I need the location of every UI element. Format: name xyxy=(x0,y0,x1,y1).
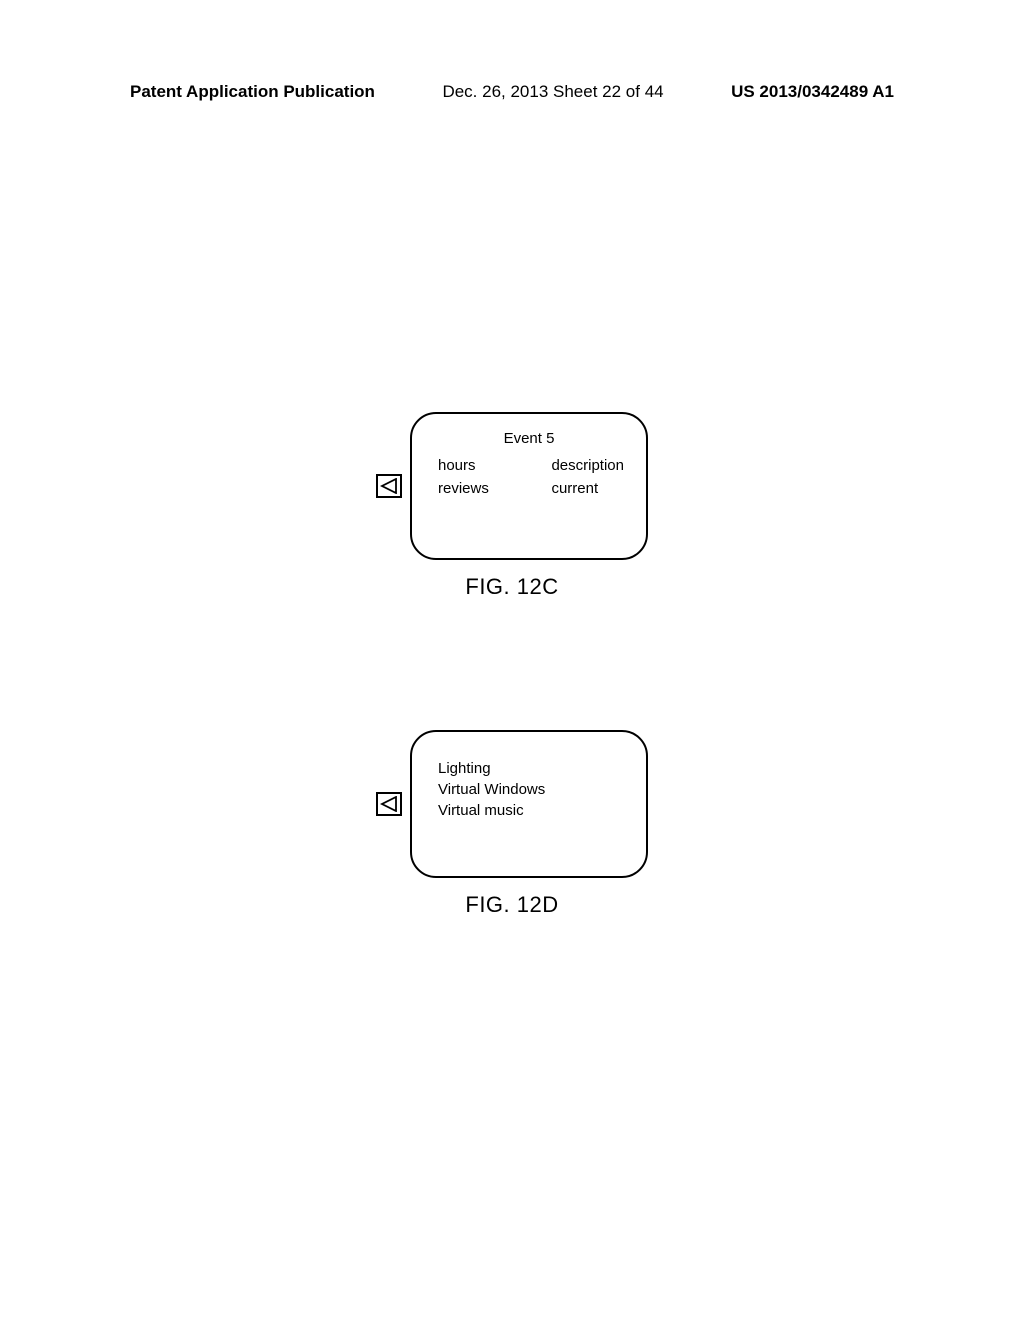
list-item-lighting: Lighting xyxy=(438,760,624,777)
header-publication: Patent Application Publication xyxy=(130,82,375,102)
header-date-sheet: Dec. 26, 2013 Sheet 22 of 44 xyxy=(442,82,663,102)
figure-12d: Lighting Virtual Windows Virtual music F… xyxy=(0,730,1024,918)
list-item-virtual-windows: Virtual Windows xyxy=(438,781,624,798)
settings-list: Lighting Virtual Windows Virtual music xyxy=(434,748,624,819)
list-item-virtual-music: Virtual music xyxy=(438,802,624,819)
phone-frame-12c: Event 5 hours description reviews curren… xyxy=(410,412,648,560)
label-current: current xyxy=(529,480,624,497)
figure-12c-row: Event 5 hours description reviews curren… xyxy=(376,412,648,560)
pointer-left-icon xyxy=(376,474,402,498)
label-reviews: reviews xyxy=(434,480,519,497)
pointer-left-icon xyxy=(376,792,402,816)
label-hours: hours xyxy=(434,457,519,474)
patent-header: Patent Application Publication Dec. 26, … xyxy=(0,82,1024,102)
label-description: description xyxy=(529,457,624,474)
figure-label-12c: FIG. 12C xyxy=(465,574,558,600)
info-grid: hours description reviews current xyxy=(434,457,624,497)
phone-frame-12d: Lighting Virtual Windows Virtual music xyxy=(410,730,648,878)
figure-label-12d: FIG. 12D xyxy=(465,892,558,918)
figure-12d-row: Lighting Virtual Windows Virtual music xyxy=(376,730,648,878)
triangle-left-icon xyxy=(380,796,398,812)
header-pub-number: US 2013/0342489 A1 xyxy=(731,82,894,102)
triangle-left-icon xyxy=(380,478,398,494)
figure-12c: Event 5 hours description reviews curren… xyxy=(0,412,1024,600)
event-title: Event 5 xyxy=(434,430,624,447)
